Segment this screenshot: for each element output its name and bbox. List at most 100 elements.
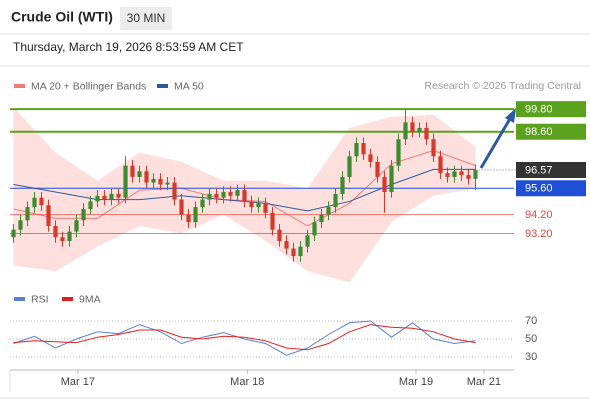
candle-body (67, 231, 72, 242)
candle-body (249, 201, 254, 208)
candle-body (389, 165, 394, 193)
candle-body (74, 220, 79, 232)
candle-body (340, 176, 345, 194)
candle-body (403, 122, 408, 140)
last-price-box (516, 161, 586, 178)
plot-layer: MA 20 + Bollinger Bands MA 50 Mar 17 Mar 18… (10, 80, 537, 388)
x-tick-label: Mar 18 (230, 376, 264, 388)
candle-body (431, 139, 436, 157)
legend-swatch (14, 297, 25, 301)
candle-body (186, 214, 191, 223)
level-box (516, 101, 586, 118)
x-tick-label: Mar 21 (467, 376, 501, 388)
candle-body (32, 197, 37, 208)
level-box (516, 180, 586, 197)
x-tick-label: Mar 17 (61, 376, 95, 388)
candle-body (137, 171, 142, 177)
candle-body (172, 182, 177, 200)
instrument-title: Crude Oil (WTI) (11, 9, 113, 25)
candle-body (130, 165, 135, 177)
candle-body (263, 203, 268, 213)
candle-body (417, 127, 422, 132)
candle-body (277, 229, 282, 242)
candle-body (200, 199, 205, 208)
candle-body (270, 212, 275, 230)
annotation-layer: 99.80 98.60 95.60 94.20 93.20 96.57 (479, 101, 586, 240)
candle-body (151, 178, 156, 183)
candle-body (165, 182, 170, 185)
candle-body (354, 143, 359, 157)
legend-swatch (62, 297, 73, 301)
arrow-head (505, 108, 516, 123)
candle-body (53, 225, 58, 238)
candle-body (284, 241, 289, 249)
y-tick-label: 50 (525, 333, 537, 345)
legend-swatch (14, 84, 25, 88)
y-tick-label: 70 (525, 315, 537, 327)
forecast-arrow (479, 116, 513, 169)
candle-body (25, 207, 30, 221)
legend-label: MA 50 (174, 80, 204, 92)
candle-body (207, 193, 212, 200)
level-label: 95.60 (525, 183, 553, 195)
level-label: 98.60 (525, 126, 553, 138)
candle-body (109, 193, 114, 200)
candle-body (291, 248, 296, 257)
candle-body (46, 205, 51, 226)
candle-body (466, 175, 471, 179)
candle-body (116, 193, 121, 198)
candle-body (326, 207, 331, 215)
candle-body (410, 122, 415, 132)
datetime: Thursday, March 19, 2026 8:53:59 AM CET (13, 40, 244, 54)
candle-body (333, 193, 338, 208)
candle-body (144, 171, 149, 183)
legend-label: MA 20 + Bollinger Bands (31, 80, 146, 92)
level-label: 99.80 (525, 104, 553, 116)
candle-body (312, 222, 317, 236)
candle-body (123, 165, 128, 198)
candle-body (11, 229, 16, 238)
timeframe-badge (120, 7, 172, 30)
indicator-line (13, 320, 476, 356)
candle-body (18, 220, 23, 230)
level-label: 93.20 (525, 228, 553, 240)
last-price-label: 96.57 (525, 164, 553, 176)
candle-body (102, 195, 107, 200)
candle-body (298, 246, 303, 257)
candle-body (235, 190, 240, 196)
candle-body (214, 193, 219, 198)
candle-body (81, 208, 86, 221)
timeframe: 30 MIN (127, 11, 166, 25)
source: Research © 2026 Trading Central (424, 80, 581, 92)
candle-body (193, 207, 198, 223)
candle-body (361, 143, 366, 155)
candle-body (60, 237, 65, 242)
x-tick-label: Mar 19 (399, 376, 433, 388)
candle-body (95, 195, 100, 202)
candle-body (228, 192, 233, 196)
candle-body (452, 171, 457, 177)
legend-swatch (157, 84, 168, 88)
candle-body (158, 178, 163, 185)
candle-body (179, 199, 184, 215)
candle-body (305, 235, 310, 247)
y-tick-label: 30 (525, 351, 537, 363)
candle-body (473, 169, 478, 179)
candle-body (382, 176, 387, 193)
candle-body (375, 161, 380, 177)
candle-body (39, 197, 44, 206)
indicator-line (13, 324, 476, 351)
candle-body (256, 203, 261, 208)
candle-body (88, 201, 93, 209)
candle-body (242, 190, 247, 202)
candle-body (424, 127, 429, 140)
candle-body (347, 156, 352, 177)
legend-label: 9MA (79, 293, 101, 305)
level-box (516, 123, 586, 140)
candle-body (459, 171, 464, 176)
candle-body (396, 139, 401, 166)
candle-body (438, 156, 443, 174)
candle-body (221, 192, 226, 198)
candle-body (319, 214, 324, 223)
